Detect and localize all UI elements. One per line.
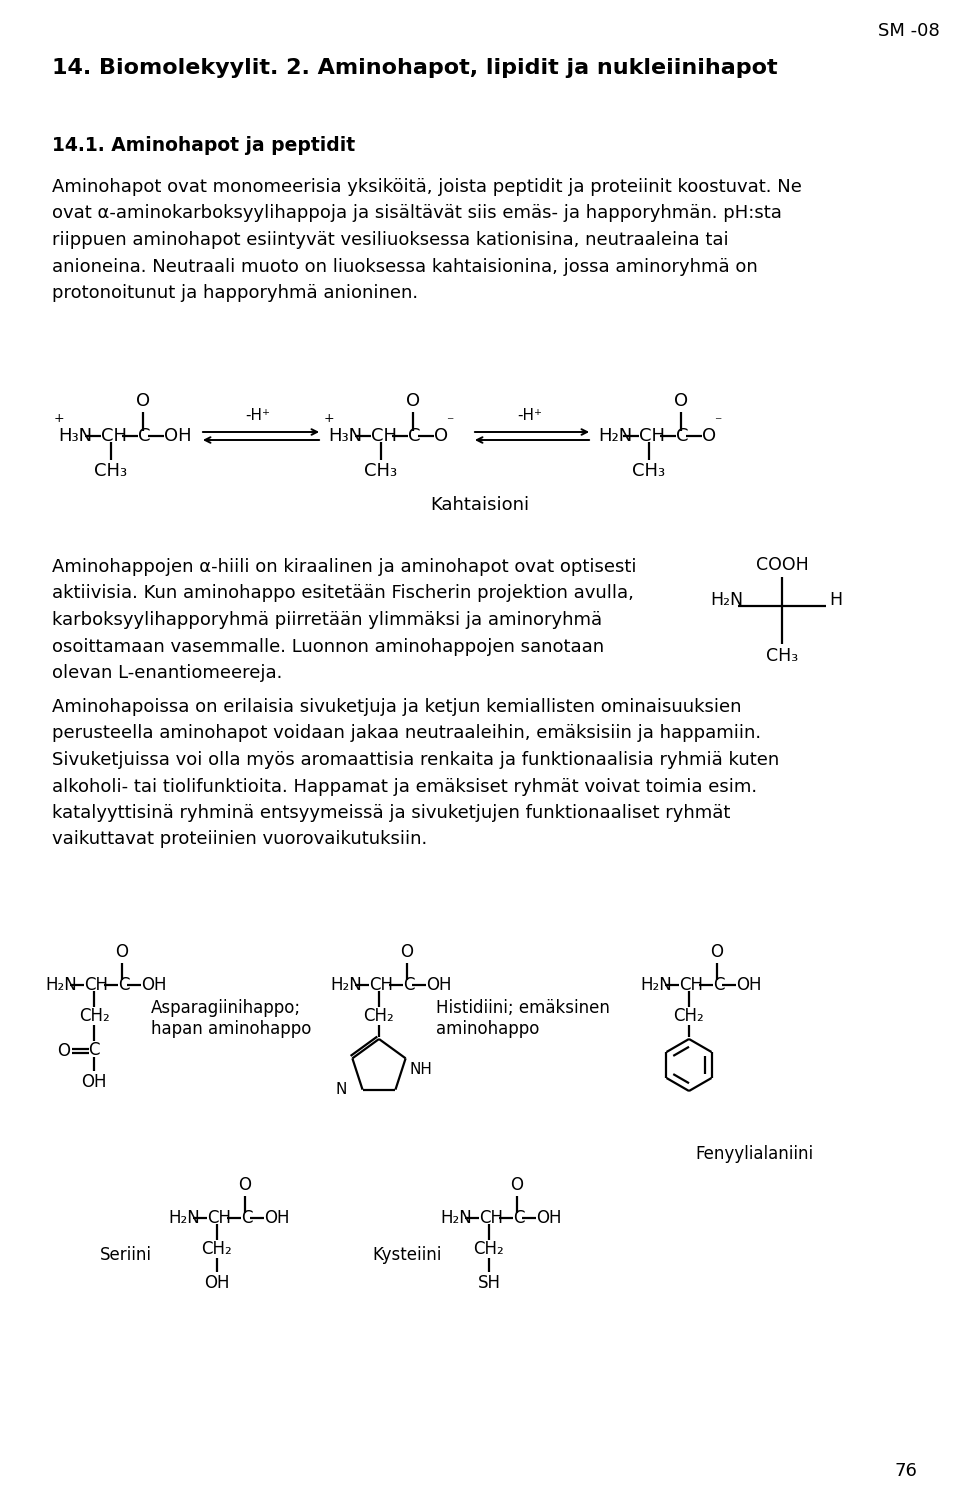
Text: H₂N: H₂N [168,1209,200,1227]
Text: H₃N: H₃N [58,427,92,445]
Text: N: N [335,1082,347,1097]
Text: Kahtaisioni: Kahtaisioni [430,496,530,514]
Text: Aminohapot ovat monomeerisia yksiköitä, joista peptidit ja proteiinit koostuvat.: Aminohapot ovat monomeerisia yksiköitä, … [52,178,802,196]
Text: CH₂: CH₂ [202,1240,232,1258]
Text: ovat α-aminokarboksyylihappoja ja sisältävät siis emäs- ja happoryhmän. pH:sta: ovat α-aminokarboksyylihappoja ja sisält… [52,205,781,223]
Text: H₂N: H₂N [440,1209,471,1227]
Text: alkoholi- tai tiolifunktioita. Happamat ja emäksiset ryhmät voivat toimia esim.: alkoholi- tai tiolifunktioita. Happamat … [52,777,757,795]
Text: CH: CH [207,1209,231,1227]
Text: O: O [115,944,129,962]
Text: OH: OH [141,977,166,995]
Text: +: + [324,412,335,424]
Text: CH₃: CH₃ [633,461,665,479]
Text: CH: CH [84,977,108,995]
Text: Aminohappojen α-hiili on kiraalinen ja aminohapot ovat optisesti: Aminohappojen α-hiili on kiraalinen ja a… [52,557,636,577]
Text: 14.1. Aminohapot ja peptidit: 14.1. Aminohapot ja peptidit [52,136,355,154]
Text: CH₃: CH₃ [766,647,798,665]
Text: 14. Biomolekyylit. 2. Aminohapot, lipidit ja nukleiinihapot: 14. Biomolekyylit. 2. Aminohapot, lipidi… [52,58,778,78]
Text: H₂N: H₂N [640,977,672,995]
Text: Histidiini; emäksinen
aminohappo: Histidiini; emäksinen aminohappo [436,999,610,1038]
Text: karboksyylihapporyhmä piirretään ylimmäksi ja aminoryhmä: karboksyylihapporyhmä piirretään ylimmäk… [52,611,602,629]
Text: OH: OH [164,427,192,445]
Text: C: C [403,977,415,995]
Text: H₂N: H₂N [710,592,743,610]
Text: olevan L-enantiomeereja.: olevan L-enantiomeereja. [52,664,282,682]
Text: Asparagiinihappo;
hapan aminohappo: Asparagiinihappo; hapan aminohappo [151,999,311,1038]
Text: CH: CH [371,427,397,445]
Text: CH₃: CH₃ [94,461,128,479]
Text: Seriini: Seriini [100,1246,152,1264]
Text: protonoitunut ja happoryhmä anioninen.: protonoitunut ja happoryhmä anioninen. [52,285,419,303]
Text: H₂N: H₂N [598,427,633,445]
Text: aktiivisia. Kun aminohappo esitetään Fischerin projektion avulla,: aktiivisia. Kun aminohappo esitetään Fis… [52,584,634,602]
Text: vaikuttavat proteiinien vuorovaikutuksiin.: vaikuttavat proteiinien vuorovaikutuksii… [52,830,427,848]
Text: O: O [136,392,150,410]
Text: Kysteiini: Kysteiini [372,1246,442,1264]
Text: Aminohapoissa on erilaisia sivuketjuja ja ketjun kemiallisten ominaisuuksien: Aminohapoissa on erilaisia sivuketjuja j… [52,698,741,716]
Text: O: O [57,1043,70,1061]
Text: anioneina. Neutraali muoto on liuoksessa kahtaisionina, jossa aminoryhmä on: anioneina. Neutraali muoto on liuoksessa… [52,258,757,276]
Text: OH: OH [204,1273,229,1291]
Text: OH: OH [82,1073,107,1091]
Text: CH: CH [639,427,665,445]
Text: CH: CH [369,977,393,995]
Text: O: O [400,944,414,962]
Text: ⁻: ⁻ [446,415,453,428]
Text: C: C [676,427,688,445]
Text: H₃N: H₃N [328,427,362,445]
Text: O: O [511,1176,523,1194]
Text: O: O [406,392,420,410]
Text: CH₂: CH₂ [473,1240,504,1258]
Text: O: O [238,1176,252,1194]
Text: ⁻: ⁻ [714,415,721,428]
Text: C: C [88,1041,100,1059]
Text: C: C [118,977,130,995]
Text: riippuen aminohapot esiintyvät vesiliuoksessa kationisina, neutraaleina tai: riippuen aminohapot esiintyvät vesiliuok… [52,231,729,249]
Text: OH: OH [426,977,451,995]
Text: H₂N: H₂N [45,977,77,995]
Text: O: O [674,392,688,410]
Text: SM -08: SM -08 [878,22,940,40]
Text: H₂N: H₂N [330,977,362,995]
Text: H: H [829,592,842,610]
Text: SH: SH [477,1273,500,1291]
Text: OH: OH [264,1209,290,1227]
Text: C: C [408,427,420,445]
Text: NH: NH [410,1062,433,1077]
Text: O: O [434,427,448,445]
Text: perusteella aminohapot voidaan jakaa neutraaleihin, emäksisiin ja happamiin.: perusteella aminohapot voidaan jakaa neu… [52,725,761,743]
Text: CH₂: CH₂ [674,1007,705,1025]
Text: C: C [513,1209,524,1227]
Text: CH: CH [101,427,127,445]
Text: C: C [241,1209,252,1227]
Text: osoittamaan vasemmalle. Luonnon aminohappojen sanotaan: osoittamaan vasemmalle. Luonnon aminohap… [52,638,604,656]
Text: Fenyylialaniini: Fenyylialaniini [695,1144,813,1162]
Text: 76: 76 [895,1462,918,1480]
Text: OH: OH [536,1209,562,1227]
Text: O: O [702,427,716,445]
Text: OH: OH [736,977,761,995]
Text: CH: CH [479,1209,503,1227]
Text: COOH: COOH [756,556,808,574]
Text: katalyyttisinä ryhminä entsyymeissä ja sivuketjujen funktionaaliset ryhmät: katalyyttisinä ryhminä entsyymeissä ja s… [52,804,731,822]
Text: C: C [713,977,725,995]
Text: -H⁺: -H⁺ [517,407,542,422]
Text: C: C [138,427,151,445]
Text: CH: CH [679,977,703,995]
Text: CH₂: CH₂ [364,1007,395,1025]
Text: CH₃: CH₃ [365,461,397,479]
Text: +: + [54,412,64,424]
Text: Sivuketjuissa voi olla myös aromaattisia renkaita ja funktionaalisia ryhmiä kute: Sivuketjuissa voi olla myös aromaattisia… [52,750,780,768]
Text: O: O [710,944,724,962]
Text: CH₂: CH₂ [79,1007,109,1025]
Text: -H⁺: -H⁺ [246,407,271,422]
